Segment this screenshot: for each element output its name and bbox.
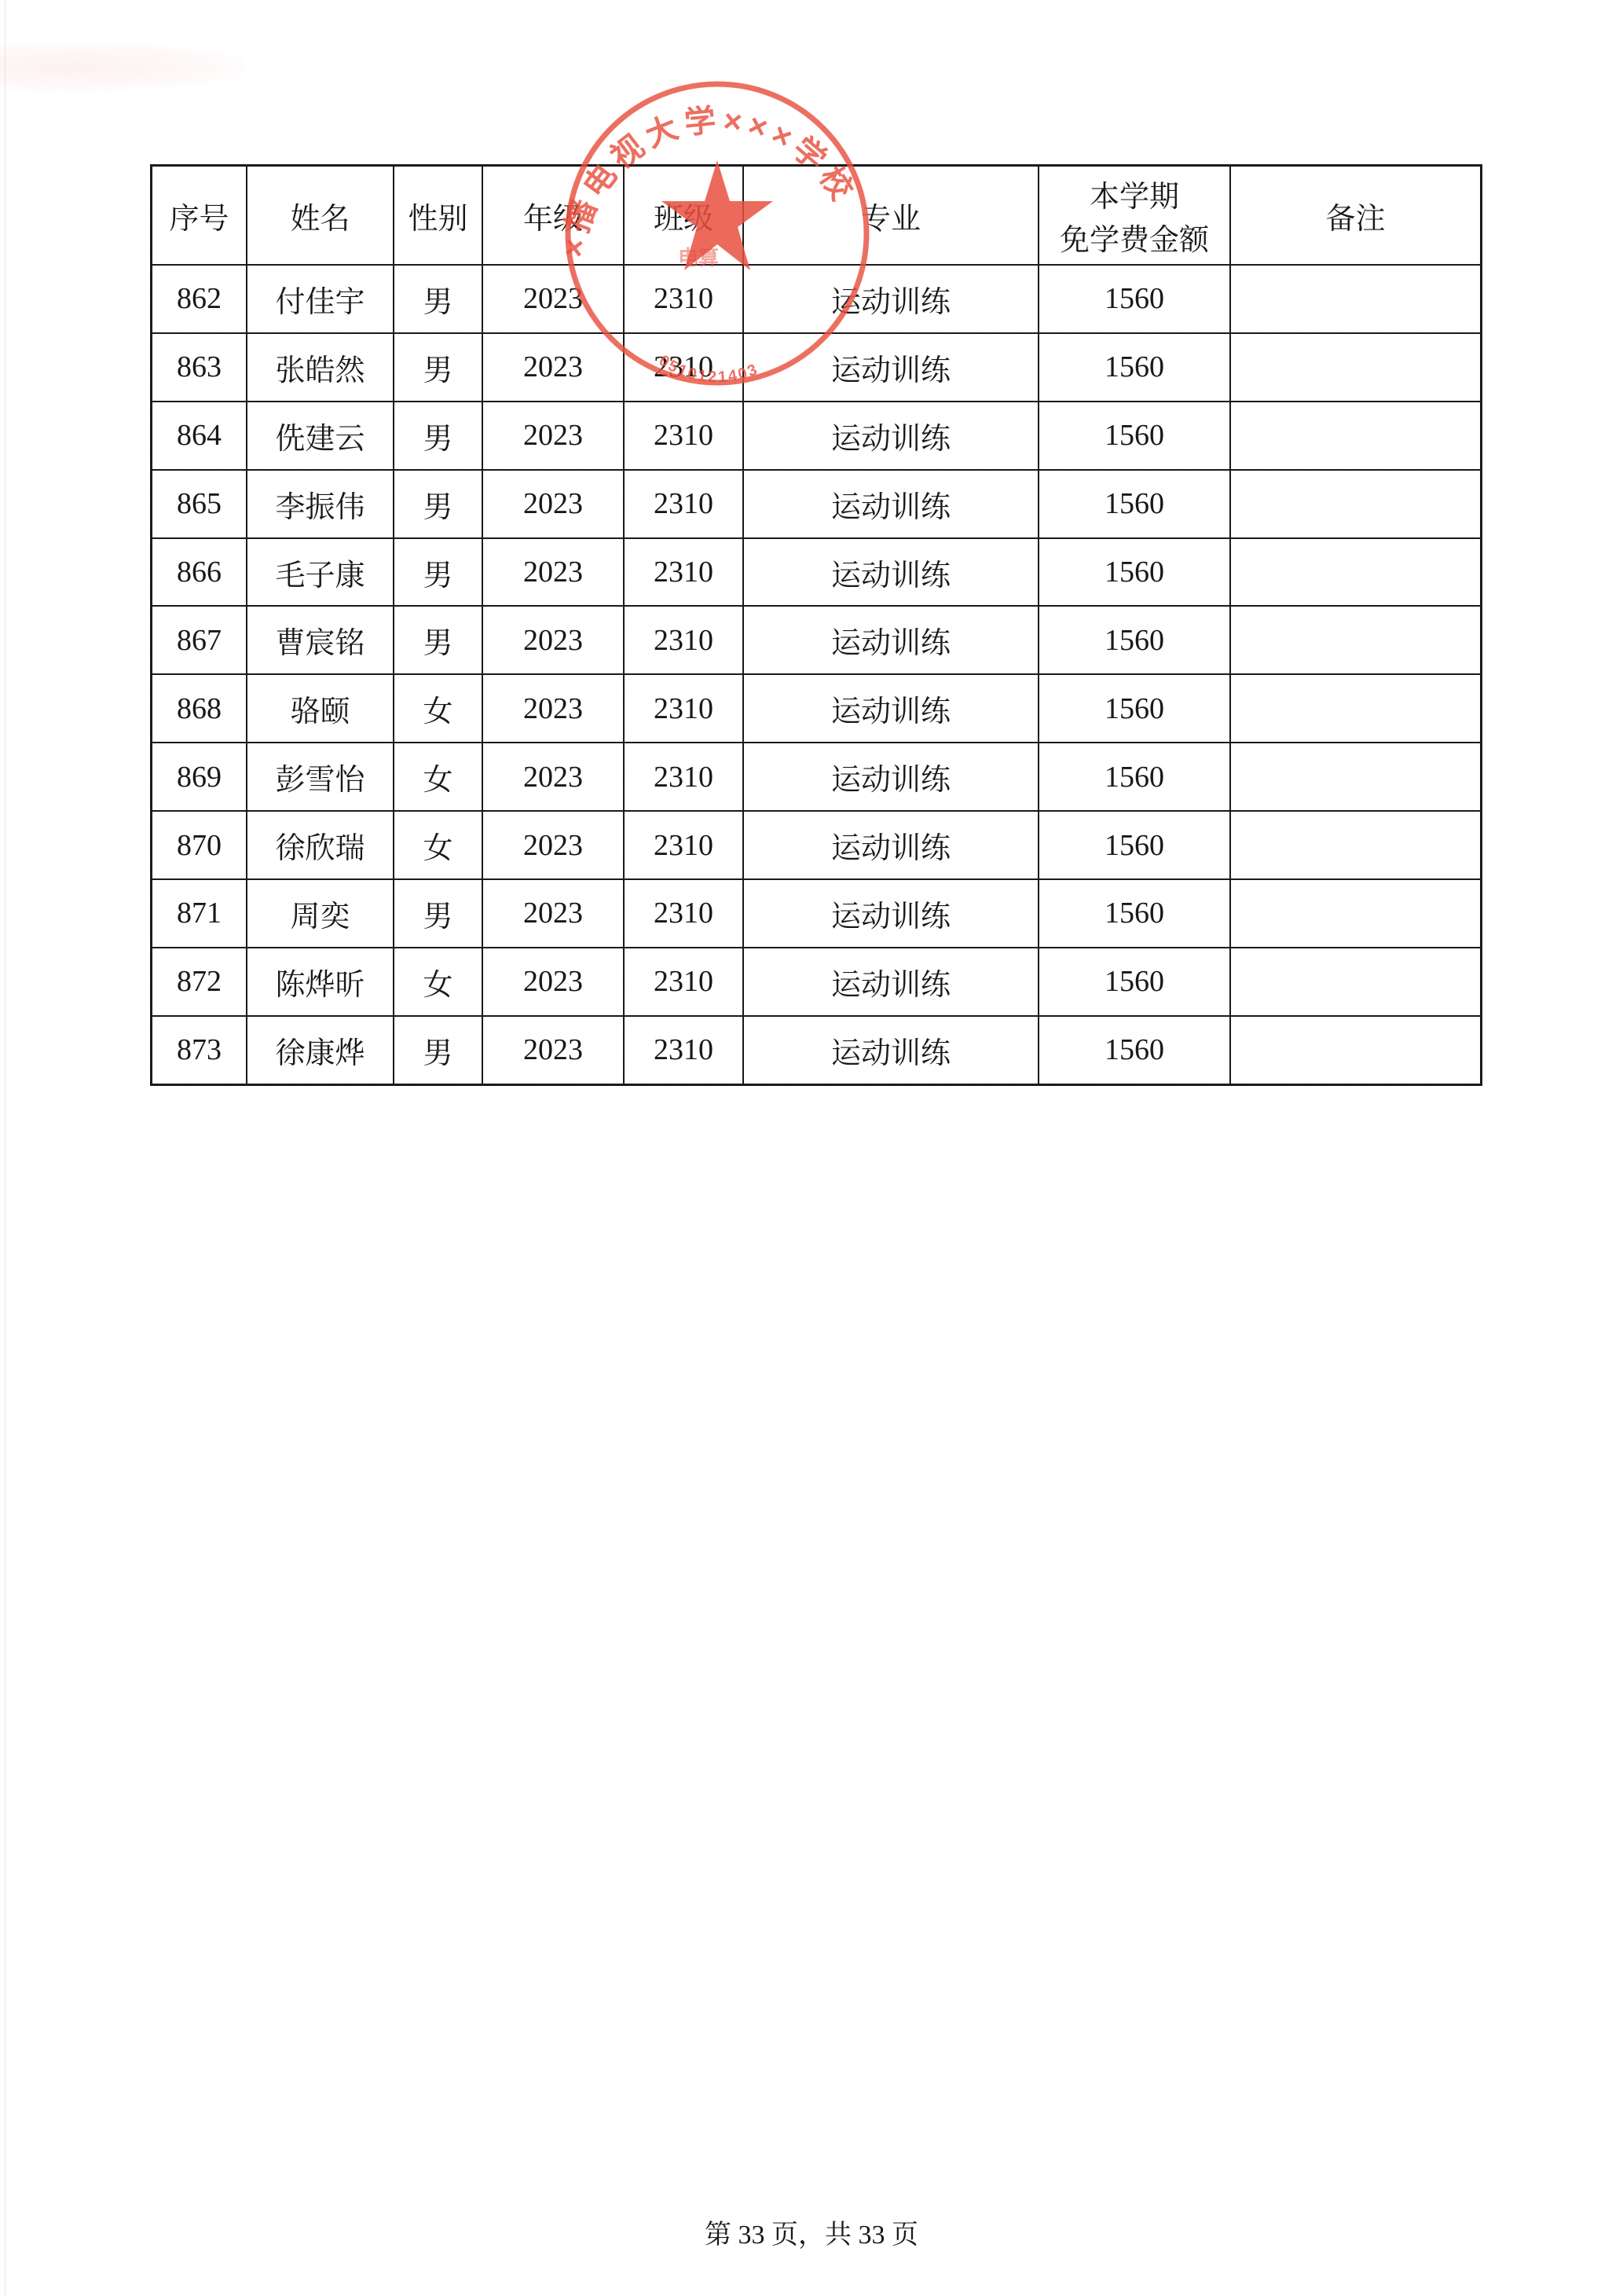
svg-text:0510121403: 0510121403 <box>656 352 761 387</box>
svg-text:电算: 电算 <box>678 246 719 270</box>
